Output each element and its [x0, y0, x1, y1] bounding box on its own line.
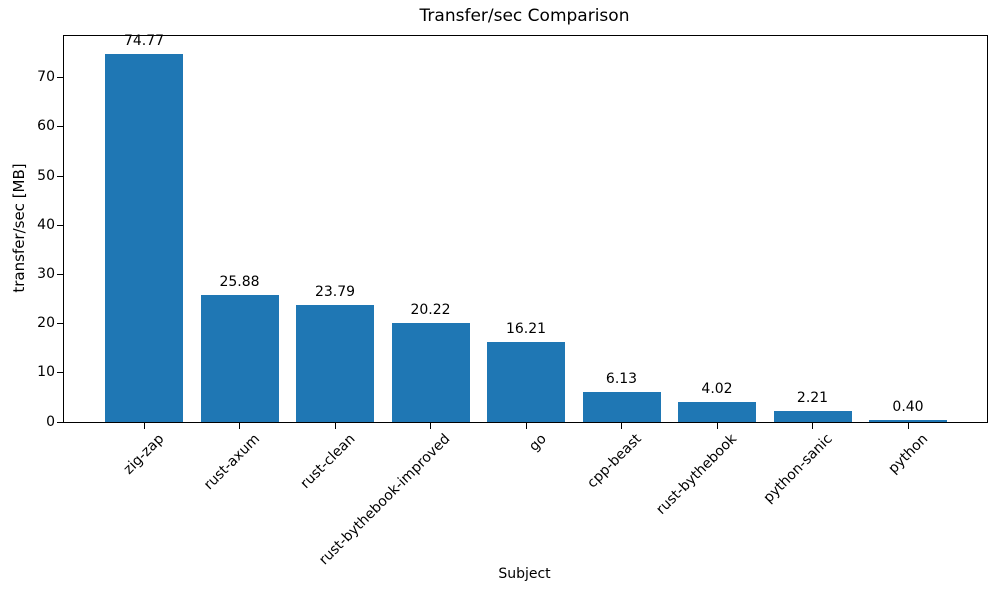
y-tick-label: 40 — [37, 216, 55, 233]
y-tick-mark — [57, 372, 63, 374]
x-tick-mark — [812, 423, 813, 429]
y-tick-label: 50 — [37, 167, 55, 184]
y-tick-label: 30 — [37, 265, 55, 282]
bar-value-label: 25.88 — [219, 273, 260, 290]
bar — [391, 322, 470, 422]
bar — [487, 342, 565, 422]
bar — [200, 294, 279, 422]
bar — [869, 420, 947, 422]
bar-value-label: 0.40 — [892, 399, 924, 416]
bar — [773, 411, 852, 422]
x-tick-label: zig-zap — [120, 431, 168, 478]
x-tick-mark — [716, 423, 718, 429]
x-tick-label: rust-bythebook — [653, 431, 741, 518]
bar-value-label: 4.02 — [701, 381, 733, 398]
x-tick-mark — [239, 423, 240, 429]
x-axis-label: Subject — [498, 566, 551, 582]
y-tick-label: 0 — [46, 413, 55, 430]
x-tick-mark — [525, 423, 527, 429]
x-tick-label: rust-axum — [200, 431, 263, 494]
bar — [296, 305, 374, 422]
y-axis-label: transfer/sec [MB] — [10, 163, 28, 293]
x-tick-label: rust-clean — [297, 431, 359, 492]
bar-value-label: 74.77 — [123, 33, 165, 50]
x-tick-label: cpp-beast — [584, 431, 645, 492]
bar — [582, 391, 661, 422]
x-tick-mark — [907, 423, 909, 429]
x-tick-label: go — [525, 431, 550, 455]
y-tick-mark — [57, 224, 63, 226]
bar — [678, 402, 756, 422]
x-tick-label: python-sanic — [760, 431, 836, 507]
x-tick-mark — [430, 423, 431, 429]
y-tick-mark — [57, 273, 63, 275]
x-tick-label: python — [885, 431, 932, 477]
y-tick-label: 70 — [37, 69, 55, 86]
x-tick-mark — [334, 423, 336, 429]
y-tick-mark — [57, 421, 63, 423]
y-tick-mark — [57, 175, 63, 177]
bar — [105, 54, 183, 422]
y-tick-mark — [57, 126, 63, 128]
y-tick-label: 20 — [37, 315, 55, 332]
bar-value-label: 20.22 — [410, 301, 451, 318]
x-tick-mark — [143, 423, 145, 429]
bar-value-label: 23.79 — [314, 284, 356, 301]
x-tick-mark — [621, 423, 622, 429]
y-tick-label: 10 — [37, 364, 55, 381]
plot-area: 0 10 20 30 40 50 60 70 74.77 25.88 23.79 20.22 16.2… — [37, 33, 988, 568]
y-tick-mark — [57, 323, 63, 325]
y-tick-mark — [57, 77, 63, 79]
y-tick-label: 60 — [37, 118, 55, 135]
bar-value-label: 16.21 — [505, 321, 547, 338]
bar-value-label: 6.13 — [605, 370, 638, 387]
chart-title: Transfer/sec Comparison — [419, 6, 630, 26]
bar-value-label: 2.21 — [796, 390, 829, 407]
